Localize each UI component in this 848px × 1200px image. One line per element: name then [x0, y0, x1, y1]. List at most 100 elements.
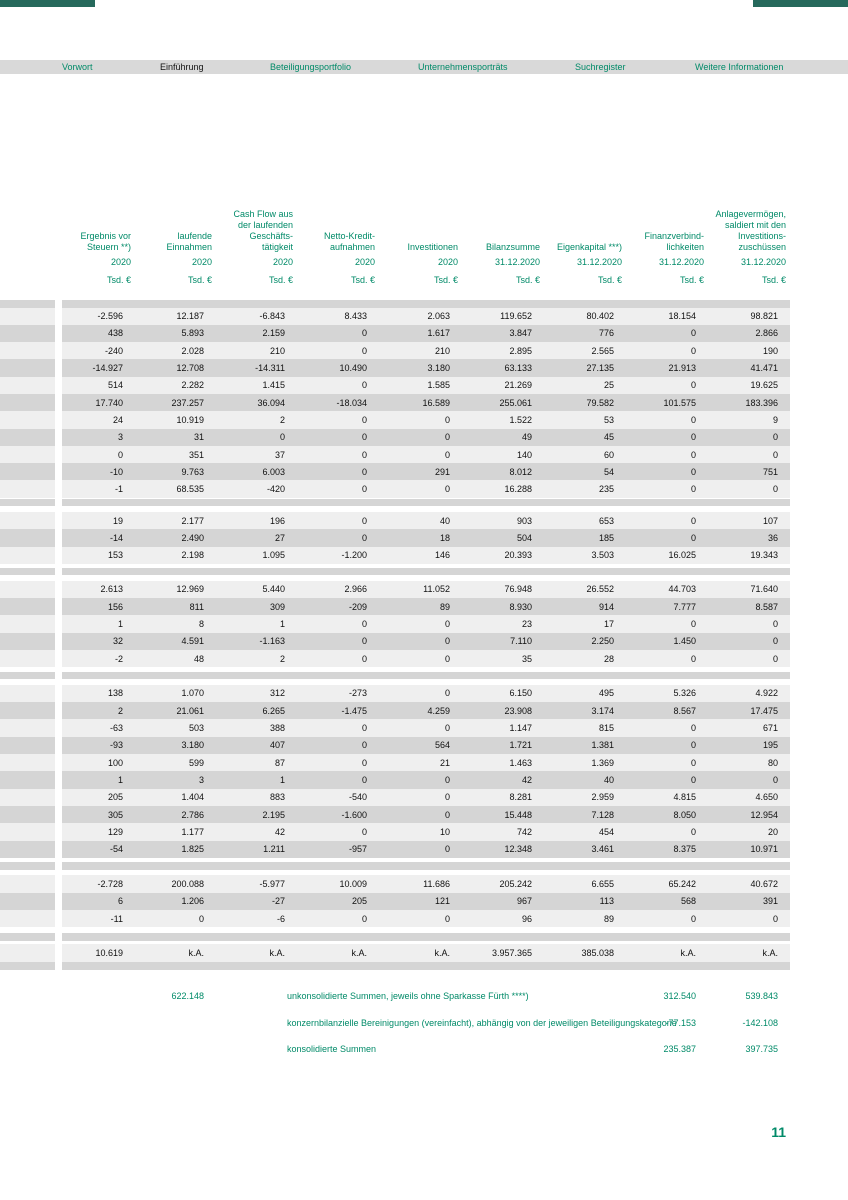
table-cell: 1.404 [181, 792, 204, 803]
table-cell: 815 [598, 723, 614, 734]
column-unit: Tsd. € [679, 275, 704, 285]
table-cell: 119.652 [500, 311, 532, 322]
table-cell: 305 [107, 809, 123, 820]
nav-item-vorwort[interactable]: Vorwort [62, 62, 93, 72]
table-cell: 1.522 [509, 414, 532, 425]
column-unit: Tsd. € [515, 275, 540, 285]
table-row: 0 351 37 0 0 140 60 0 0 [0, 445, 848, 464]
column-title: Ergebnis vor Steuern **) [80, 231, 131, 252]
table-cell: 2.282 [181, 380, 204, 391]
table-cell: 12.708 [176, 363, 204, 374]
table-cell: 5.440 [262, 584, 285, 595]
nav-item-einf-hrung[interactable]: Einführung [160, 62, 204, 72]
table-row: -10 9.763 6.003 0 291 8.012 54 0 751 [0, 463, 848, 481]
table-cell: -1.163 [259, 636, 285, 647]
table-cell: 87 [274, 757, 285, 768]
column-year: 31.12.2020 [740, 257, 786, 267]
table-cell: 495 [598, 688, 614, 699]
summary-label: unkonsolidierte Summen, jeweils ohne Spa… [287, 991, 529, 1001]
table-cell: 6.265 [262, 705, 285, 716]
table-cell: 291 [434, 466, 450, 477]
table-cell: -93 [109, 740, 123, 751]
table-cell: -540 [348, 792, 367, 803]
table-cell: 40 [603, 774, 614, 785]
table-row: 205 1.404 883 -540 0 8.281 2.959 4.815 4.650 [0, 788, 848, 806]
table-cell: 0 [361, 653, 367, 664]
table-cell: -10 [109, 466, 123, 477]
summary-row: konsolidierte Summen 235.387 397.735 [0, 1043, 848, 1055]
table-cell: 2.966 [344, 584, 367, 595]
table-cell: 903 [516, 515, 532, 526]
table-cell: 10 [439, 826, 450, 837]
table-cell: 0 [690, 826, 696, 837]
table-cell: 195 [762, 740, 778, 751]
table-cell: 9 [772, 414, 778, 425]
table-cell: 8.567 [673, 705, 696, 716]
column-title: Investitionen [407, 242, 458, 252]
nav-item-beteiligungsportfolio[interactable]: Beteiligungsportfolio [270, 62, 352, 72]
table-cell: 1.095 [262, 550, 285, 561]
table-cell: 89 [439, 601, 450, 612]
table-cell: 12.187 [176, 311, 204, 322]
table-cell: 3 [117, 432, 123, 443]
table-cell: 2.063 [427, 311, 450, 322]
group-separator-band [0, 498, 848, 507]
top-left-accent-bar [0, 0, 95, 7]
table-cell: 190 [762, 345, 778, 356]
table-cell: 121 [434, 896, 450, 907]
table-cell: 0 [444, 723, 450, 734]
table-cell: 1.147 [509, 723, 532, 734]
column-unit: Tsd. € [187, 275, 212, 285]
table-cell: 0 [279, 432, 285, 443]
financial-table: -2.596 12.187 -6.843 8.433 2.063 119.652 80.40… [0, 300, 848, 970]
table-row: 514 2.282 1.415 0 1.585 21.269 25 0 19.625 [0, 376, 848, 394]
table-row: 24 10.919 2 0 0 1.522 53 0 9 [0, 411, 848, 429]
table-cell: 129 [107, 826, 123, 837]
table-cell: 80.402 [586, 311, 614, 322]
table-cell: 0 [690, 328, 696, 339]
column-title: Cash Flow aus der laufenden Geschäfts- t… [233, 209, 293, 252]
table-cell: 2.959 [591, 792, 614, 803]
table-cell: 8.587 [755, 601, 778, 612]
table-cell: 0 [444, 653, 450, 664]
nav-item-weitere-informationen[interactable]: Weitere Informationen [695, 62, 784, 72]
column-year: 2020 [354, 257, 375, 267]
table-row: 438 5.893 2.159 0 1.617 3.847 776 0 2.866 [0, 324, 848, 343]
table-row: -2.596 12.187 -6.843 8.433 2.063 119.652 80.40… [0, 307, 848, 325]
table-cell: 7.777 [673, 601, 696, 612]
nav-item-suchregister[interactable]: Suchregister [575, 62, 626, 72]
table-cell: 811 [189, 601, 204, 612]
table-cell: 4.591 [181, 636, 204, 647]
group-separator-band [0, 962, 848, 970]
table-cell: 10.619 [95, 948, 123, 959]
table-cell: 21.913 [668, 363, 696, 374]
table-cell: 183.396 [745, 397, 778, 408]
summary-value-col8: 235.387 [663, 1044, 696, 1054]
column-unit: Tsd. € [597, 275, 622, 285]
group-separator-band [0, 862, 848, 870]
column-title: laufende Einnahmen [166, 231, 212, 252]
column-unit: Tsd. € [761, 275, 786, 285]
table-cell: 7.128 [591, 809, 614, 820]
column-year: 31.12.2020 [658, 257, 704, 267]
table-cell: 200.088 [171, 878, 204, 889]
column-year: 31.12.2020 [494, 257, 540, 267]
table-cell: 19 [112, 515, 123, 526]
table-cell: 153 [107, 550, 123, 561]
table-cell: 0 [117, 449, 123, 460]
table-cell: 0 [361, 636, 367, 647]
table-cell: 3.957.365 [491, 948, 532, 959]
table-row: -240 2.028 210 0 210 2.895 2.565 0 190 [0, 342, 848, 360]
table-cell: k.A. [269, 948, 285, 959]
nav-item-unternehmensportr-ts[interactable]: Unternehmensporträts [418, 62, 508, 72]
table-cell: 0 [444, 636, 450, 647]
table-cell: 0 [444, 619, 450, 630]
table-cell: 27.135 [586, 363, 614, 374]
table-cell: 80 [767, 757, 778, 768]
table-cell: -6 [276, 913, 285, 924]
table-cell: 0 [690, 653, 696, 664]
table-cell: 0 [361, 466, 367, 477]
table-cell: 2.177 [181, 515, 204, 526]
table-cell: 0 [361, 619, 367, 630]
